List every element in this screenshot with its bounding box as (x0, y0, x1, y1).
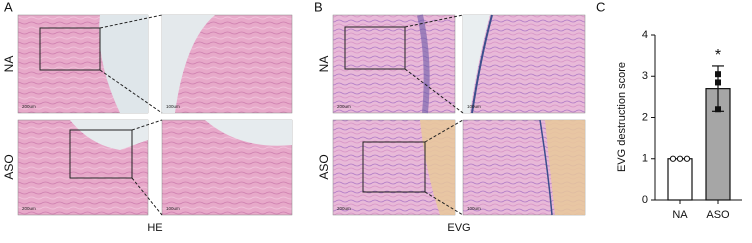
lumen (205, 120, 292, 146)
y-tick-label: 4 (642, 29, 648, 41)
y-axis-label: EVG destruction score (616, 62, 628, 172)
panel-label: B (314, 0, 323, 14)
zoom-line (99, 69, 163, 114)
zoom-line (99, 14, 163, 29)
data-point (715, 79, 721, 86)
zoom-box (69, 129, 133, 179)
lumen (99, 15, 148, 113)
adventitia (420, 120, 455, 215)
y-tick-label: 2 (642, 111, 648, 123)
y-tick-label: 1 (642, 153, 648, 165)
row-label: NA (2, 56, 16, 73)
data-point (676, 155, 684, 162)
elastic-lamina (539, 119, 553, 216)
lumen (162, 15, 215, 113)
zoom-line (131, 177, 163, 216)
zoom-line (424, 119, 464, 143)
stain-caption: HE (147, 222, 162, 234)
stain-caption: EVG (447, 222, 470, 234)
x-tick-label: ASO (706, 209, 730, 221)
elastic-lamina (417, 14, 430, 114)
significance-mark: * (715, 47, 721, 64)
zoom-line (131, 119, 163, 131)
row-label: ASO (317, 154, 331, 179)
elastic-lamina (471, 14, 493, 114)
lumen (463, 15, 490, 113)
x-tick-label: NA (672, 209, 688, 221)
zoom-line (404, 68, 464, 114)
scale-bar-label: 200um (22, 104, 36, 109)
figure: A B C NA ASO NA ASO HE EVG 200um 100um 2… (2, 0, 742, 234)
zoom-box (39, 27, 101, 71)
scale-bar-label: 200um (337, 206, 351, 211)
scale-bar-label: 100um (166, 206, 180, 211)
adventitia (545, 120, 585, 215)
row-label: ASO (2, 154, 16, 179)
y-tick-label: 0 (642, 194, 648, 206)
zoom-line (424, 191, 464, 216)
row-label: NA (317, 56, 331, 73)
scale-bar-label: 100um (166, 104, 180, 109)
data-point (715, 106, 721, 113)
scale-bar-label: 100um (467, 206, 481, 211)
histology-images (17, 14, 586, 216)
scale-bar-label: 200um (22, 206, 36, 211)
bar (667, 158, 693, 201)
scale-bar-label: 200um (337, 104, 351, 109)
panel-label: A (4, 0, 13, 14)
image-evg-na (332, 14, 456, 114)
y-tick-label: 3 (642, 70, 648, 82)
lumen (70, 120, 148, 150)
zoom-box (362, 141, 426, 193)
data-point (669, 155, 677, 162)
panel-label: C (596, 0, 605, 14)
data-point (683, 155, 691, 162)
zoom-box (344, 26, 406, 70)
data-point (715, 71, 721, 78)
scale-bar-label: 100um (467, 104, 481, 109)
